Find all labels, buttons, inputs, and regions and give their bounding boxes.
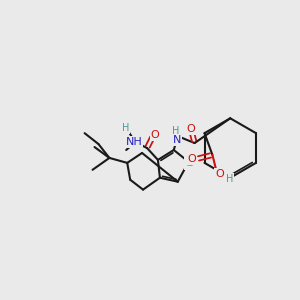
Text: H: H <box>226 174 233 184</box>
Text: H: H <box>122 123 129 133</box>
Text: O: O <box>151 130 159 140</box>
Text: O: O <box>186 124 195 134</box>
Text: H: H <box>172 126 179 136</box>
Text: N: N <box>172 135 181 145</box>
Text: O: O <box>215 169 224 179</box>
Text: NH: NH <box>126 137 142 147</box>
Text: S: S <box>185 156 194 170</box>
Text: O: O <box>187 154 196 164</box>
